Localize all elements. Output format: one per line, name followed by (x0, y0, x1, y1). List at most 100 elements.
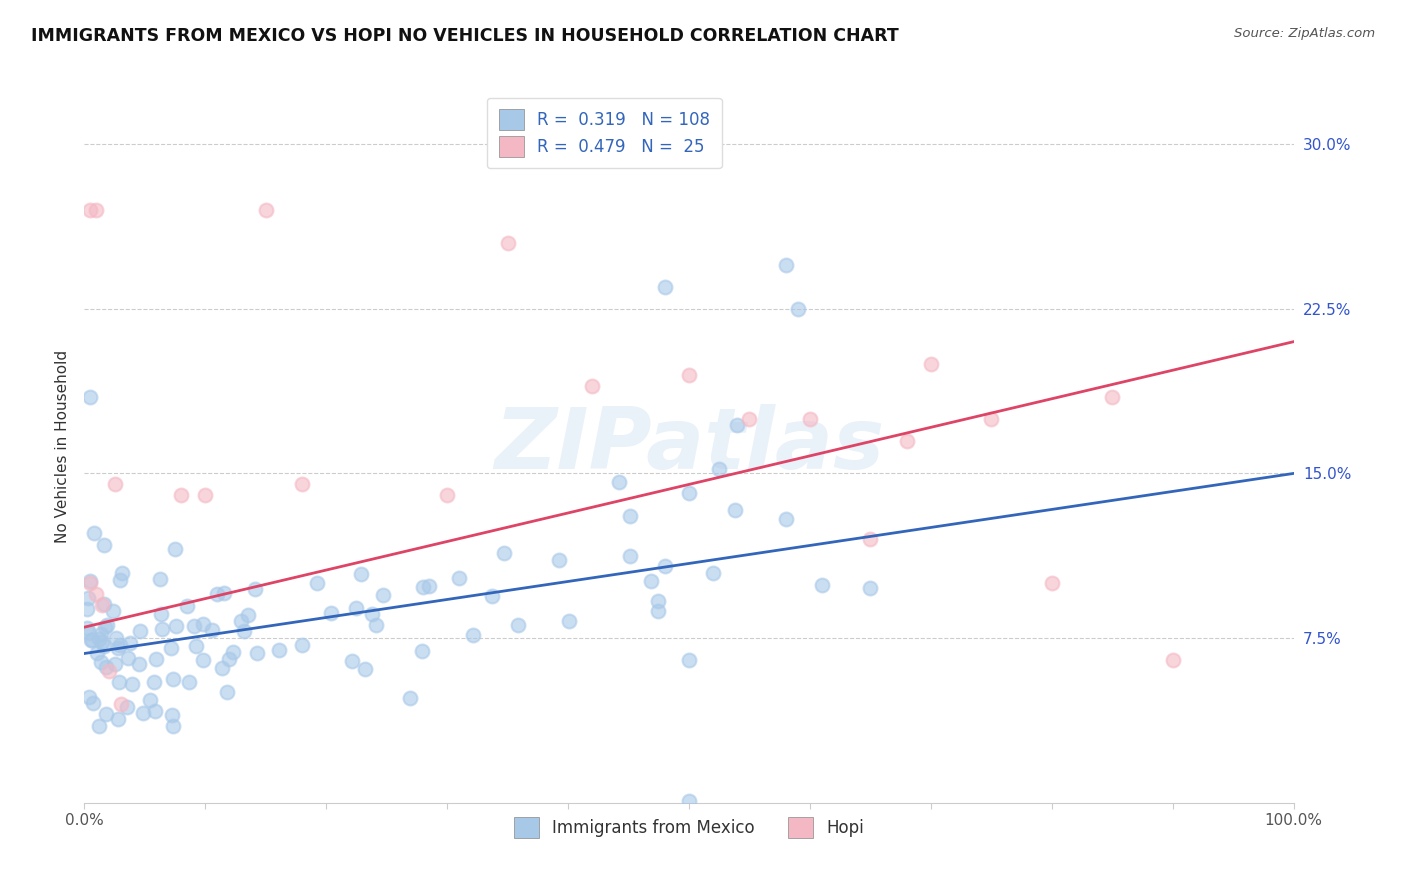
Point (724, 503, 747, 517)
Point (799, 411, 821, 425)
Point (980, 411, 1002, 425)
Point (702, 566, 724, 580)
Point (191, 616, 214, 631)
Point (738, 411, 761, 425)
Point (581, 378, 603, 392)
Point (162, 673, 184, 687)
Point (725, 417, 748, 432)
Point (319, 607, 342, 621)
Point (217, 685, 239, 699)
Point (93, 538, 115, 552)
Point (548, 553, 571, 567)
Point (619, 549, 641, 563)
Point (558, 614, 581, 628)
Point (162, 708, 184, 723)
Point (267, 642, 290, 657)
Point (194, 488, 217, 502)
Point (80, 633, 103, 648)
Point (344, 601, 367, 615)
Point (218, 652, 240, 666)
Point (79, 574, 101, 589)
Point (786, 301, 808, 316)
Point (254, 202, 277, 217)
Point (361, 607, 384, 622)
Point (233, 624, 256, 638)
Point (165, 618, 187, 632)
Point (94, 707, 117, 722)
Point (340, 654, 363, 668)
Point (492, 546, 515, 560)
Point (76, 621, 98, 635)
Point (121, 677, 143, 691)
Point (354, 662, 377, 676)
Point (110, 574, 132, 588)
Point (211, 660, 233, 674)
Legend: Immigrants from Mexico, Hopi: Immigrants from Mexico, Hopi (508, 811, 870, 845)
Point (222, 645, 245, 659)
Point (115, 699, 138, 714)
Point (678, 368, 700, 382)
Point (1040, 576, 1063, 591)
Point (350, 567, 373, 582)
Point (145, 704, 167, 718)
Point (87, 719, 110, 733)
Point (87, 632, 110, 646)
Point (103, 604, 125, 618)
Text: Source: ZipAtlas.com: Source: ZipAtlas.com (1234, 27, 1375, 40)
Point (93, 597, 115, 611)
Point (481, 590, 503, 604)
Point (183, 619, 205, 633)
Point (79, 202, 101, 217)
Point (640, 574, 662, 588)
Point (246, 646, 269, 660)
Point (291, 477, 314, 491)
Point (149, 572, 172, 586)
Point (129, 624, 152, 638)
Y-axis label: No Vehicles in Household: No Vehicles in Household (55, 350, 70, 542)
Point (436, 488, 458, 502)
Point (364, 617, 387, 632)
Point (920, 357, 942, 371)
Point (86, 202, 108, 217)
Point (170, 488, 193, 502)
Point (859, 581, 882, 595)
Point (236, 607, 259, 622)
Point (83, 526, 105, 541)
Point (93, 639, 115, 653)
Point (214, 586, 236, 600)
Point (775, 512, 797, 526)
Point (811, 578, 834, 592)
Point (654, 280, 676, 294)
Point (143, 674, 166, 689)
Point (90, 655, 112, 669)
Point (859, 533, 882, 547)
Text: IMMIGRANTS FROM MEXICO VS HOPI NO VEHICLES IN HOUSEHOLD CORRELATION CHART: IMMIGRANTS FROM MEXICO VS HOPI NO VEHICL… (31, 27, 898, 45)
Point (117, 651, 139, 665)
Point (647, 604, 669, 618)
Text: ZIPatlas: ZIPatlas (494, 404, 884, 488)
Point (160, 641, 183, 656)
Point (94, 660, 117, 674)
Point (229, 614, 252, 628)
Point (678, 794, 700, 808)
Point (412, 580, 434, 594)
Point (107, 641, 129, 656)
Point (128, 657, 150, 672)
Point (79, 576, 101, 591)
Point (105, 631, 128, 645)
Point (775, 258, 797, 272)
Point (77, 626, 100, 640)
Point (678, 486, 700, 500)
Point (104, 657, 127, 672)
Point (118, 635, 141, 649)
Point (163, 541, 186, 556)
Point (96, 618, 118, 632)
Point (463, 628, 485, 642)
Point (76, 602, 98, 616)
Point (506, 618, 529, 632)
Point (305, 575, 328, 590)
Point (132, 706, 155, 720)
Point (86, 646, 108, 660)
Point (79, 390, 101, 404)
Point (496, 235, 519, 250)
